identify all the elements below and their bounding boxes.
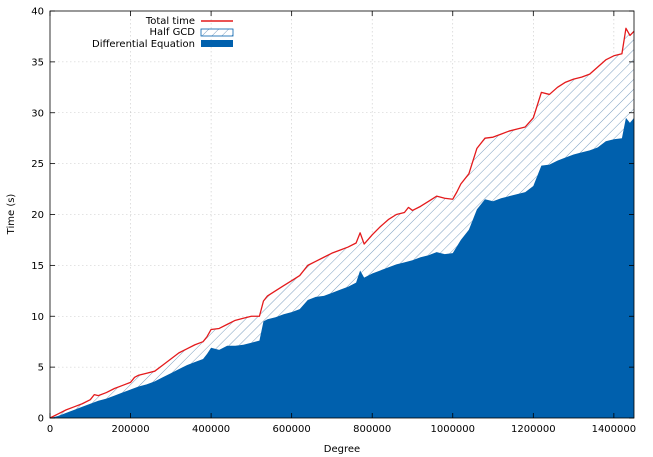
x-axis-label: Degree (324, 444, 360, 455)
x-tick-label: 1400000 (592, 424, 637, 435)
legend-label-half-gcd: Half GCD (149, 27, 195, 38)
y-tick-label: 5 (38, 363, 44, 374)
x-tick-label: 1200000 (511, 424, 556, 435)
y-tick-label: 15 (31, 261, 44, 272)
x-tick-label: 1000000 (430, 424, 475, 435)
legend-swatch-half-gcd (200, 28, 234, 37)
x-tick-label: 400000 (192, 424, 230, 435)
x-tick-label: 0 (47, 424, 53, 435)
legend: Total time Half GCD Differential Equatio… (92, 16, 234, 50)
y-tick-label: 25 (31, 159, 44, 170)
y-tick-label: 0 (38, 414, 44, 425)
y-tick-label: 10 (31, 312, 44, 323)
series-area-differential-equation (50, 117, 634, 418)
y-tick-label: 20 (31, 210, 44, 221)
legend-label-total-time: Total time (145, 16, 195, 27)
y-tick-label: 40 (31, 7, 44, 18)
x-tick-label: 800000 (353, 424, 391, 435)
legend-swatch-differential-equation (201, 40, 233, 47)
plot-area (49, 27, 635, 419)
series-line-total-time (49, 27, 635, 419)
axis-ticks: 0 200000 400000 600000 800000 1000000 1200000 1… (31, 7, 636, 436)
legend-label-differential-equation: Differential Equation (92, 39, 195, 50)
y-tick-label: 30 (31, 108, 44, 119)
x-tick-label: 600000 (273, 424, 311, 435)
x-tick-label: 200000 (111, 424, 149, 435)
y-axis-label: Time (s) (6, 194, 17, 236)
y-tick-label: 35 (31, 57, 44, 68)
